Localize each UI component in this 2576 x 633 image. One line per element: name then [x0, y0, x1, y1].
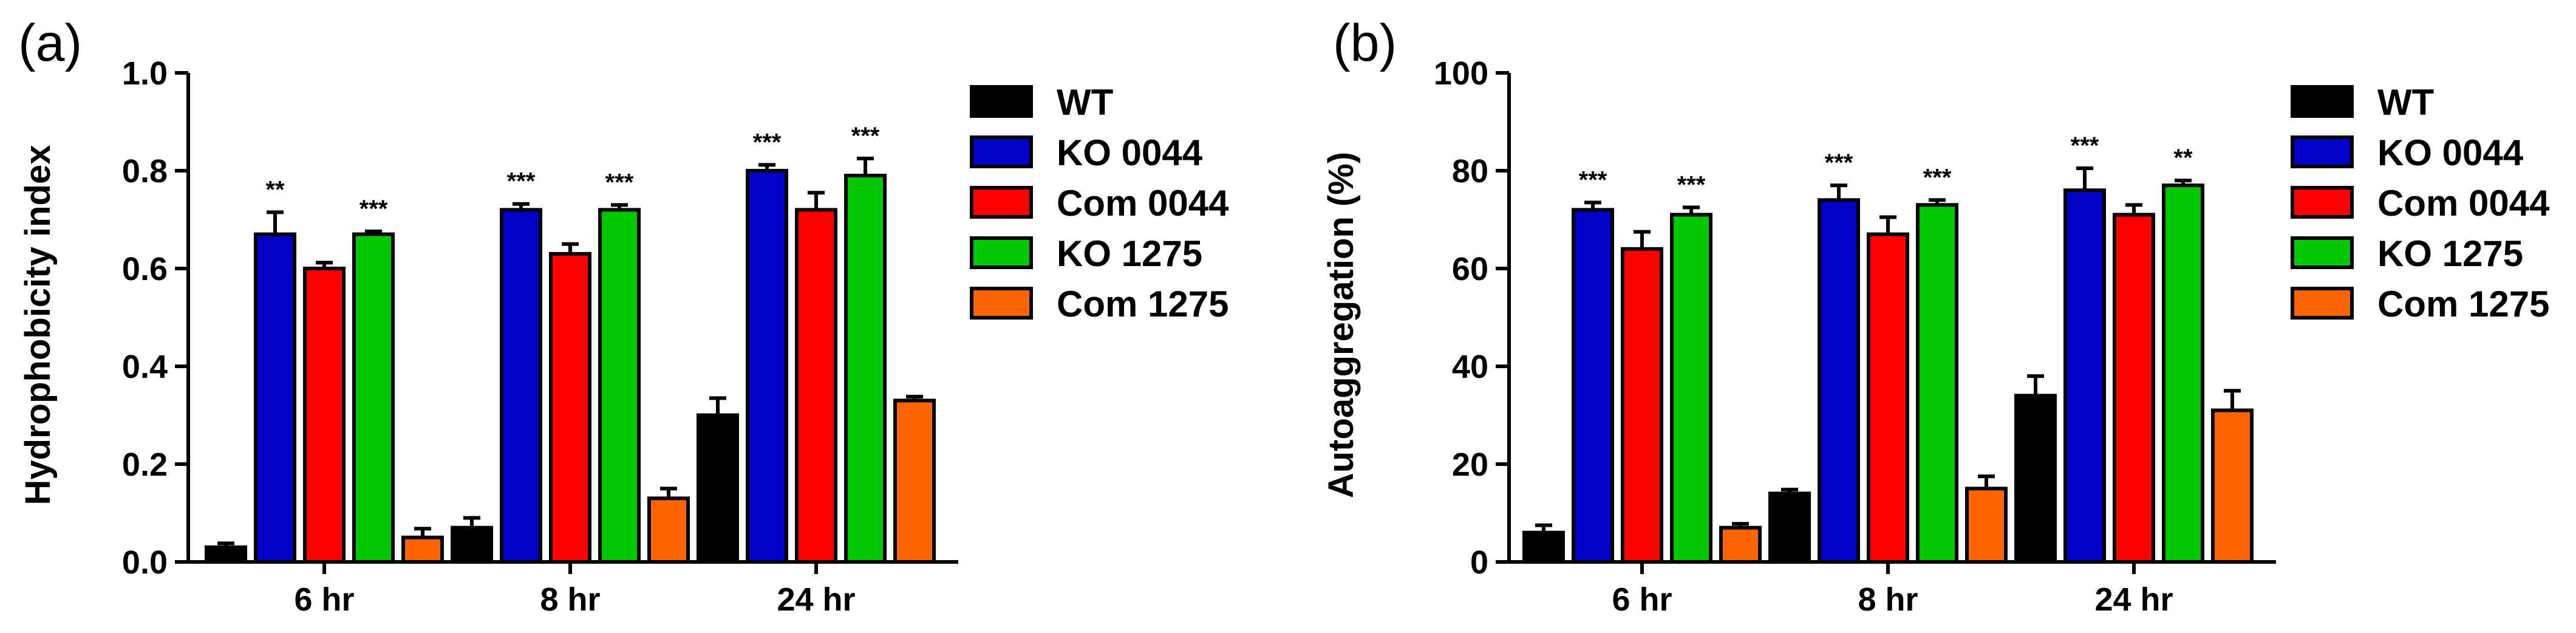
bar-com-1275-24-hr	[2211, 408, 2254, 564]
legend-label-com-1275: Com 1275	[2377, 284, 2549, 324]
bar-wt-24-hr	[2014, 394, 2057, 564]
bar-com-0044-24-hr	[2113, 213, 2155, 564]
legend-swatch-com-0044	[2291, 186, 2354, 219]
y-tick-label: 80	[1452, 153, 1488, 190]
bar-ko-1275-8-hr	[1916, 203, 1958, 564]
legend-swatch-com-1275	[2291, 287, 2354, 320]
x-tick-label: 24 hr	[777, 581, 855, 618]
bar-ko-0044-6-hr	[254, 232, 296, 564]
bar-ko-1275-6-hr	[1670, 213, 1712, 564]
bar-wt-8-hr	[451, 525, 493, 564]
bar-com-1275-24-hr	[893, 399, 936, 564]
significance-label: ***	[605, 169, 634, 196]
panel-a-y-axis-label: Hydrophobicity index	[18, 145, 58, 505]
bar-com-1275-8-hr	[1965, 487, 2008, 564]
bar-ko-0044-24-hr	[2063, 188, 2106, 564]
y-tick-label: 60	[1452, 251, 1488, 287]
bar-wt-8-hr	[1768, 491, 1811, 564]
bar-com-1275-8-hr	[647, 496, 690, 564]
legend-label-wt: WT	[1057, 82, 1113, 123]
panel-b-y-axis-label: Autoaggregation (%)	[1321, 152, 1361, 498]
legend-label-wt: WT	[2377, 82, 2434, 123]
y-tick-label: 0.6	[122, 251, 168, 287]
bar-com-0044-8-hr	[1867, 232, 1909, 564]
bar-ko-1275-8-hr	[598, 208, 641, 564]
legend-label-ko-1275: KO 1275	[2377, 233, 2523, 274]
legend-swatch-ko-0044	[970, 135, 1033, 168]
legend-label-com-0044: Com 0044	[2377, 183, 2550, 224]
bar-ko-1275-24-hr	[844, 174, 887, 564]
bar-ko-1275-6-hr	[352, 232, 395, 564]
y-tick-label: 40	[1452, 349, 1488, 385]
legend-swatch-ko-1275	[2291, 236, 2354, 269]
bar-com-1275-6-hr	[1719, 525, 1762, 564]
legend-swatch-wt	[970, 85, 1033, 118]
bar-wt-6-hr	[1522, 530, 1565, 564]
significance-label: ***	[1677, 171, 1706, 198]
bar-com-0044-6-hr	[303, 267, 346, 564]
significance-label: ***	[753, 129, 782, 156]
x-tick-label: 8 hr	[1858, 581, 1918, 618]
bar-wt-24-hr	[697, 413, 739, 564]
x-tick-label: 6 hr	[1612, 581, 1672, 618]
chart-panel-a: (a) Hydrophobicity index 0.0 0.2 0.4 0.6 0.8…	[18, 14, 1229, 618]
bar-ko-0044-8-hr	[500, 208, 542, 564]
significance-label: ***	[507, 168, 536, 195]
significance-label: ***	[851, 123, 880, 149]
x-tick-label: 24 hr	[2094, 581, 2173, 618]
y-tick-label: 0.8	[122, 153, 168, 190]
y-tick-label: 0.2	[122, 447, 168, 483]
legend-swatch-wt	[2291, 85, 2354, 118]
bar-com-0044-6-hr	[1621, 247, 1663, 564]
legend-swatch-ko-1275	[970, 236, 1033, 269]
y-tick-label: 1.0	[122, 55, 168, 92]
significance-label: ***	[1825, 149, 1853, 176]
bar-com-0044-8-hr	[549, 251, 591, 564]
bar-com-0044-24-hr	[795, 208, 837, 564]
significance-label: ***	[2071, 132, 2099, 159]
bar-ko-0044-24-hr	[746, 169, 788, 564]
legend-label-com-1275: Com 1275	[1057, 284, 1228, 324]
significance-label: ***	[1923, 164, 1952, 191]
bar-ko-0044-6-hr	[1572, 208, 1614, 564]
significance-label: **	[265, 176, 285, 203]
y-tick-label: 100	[1434, 55, 1488, 92]
legend-label-com-0044: Com 0044	[1057, 183, 1229, 224]
y-tick-label: 0	[1470, 544, 1488, 581]
legend-swatch-ko-0044	[2291, 135, 2354, 168]
legend-label-ko-1275: KO 1275	[1057, 233, 1202, 274]
legend-label-ko-0044: KO 0044	[1057, 132, 1203, 173]
significance-label: ***	[359, 196, 388, 222]
bar-ko-0044-8-hr	[1818, 198, 1860, 564]
legend-swatch-com-1275	[970, 287, 1033, 320]
significance-label: **	[2173, 145, 2193, 171]
y-tick-label: 0.0	[122, 544, 168, 581]
bar-wt-6-hr	[205, 545, 247, 564]
x-tick-label: 8 hr	[540, 581, 600, 618]
x-tick-label: 6 hr	[294, 581, 354, 618]
significance-label: ***	[1579, 166, 1607, 193]
legend-swatch-com-0044	[970, 186, 1033, 219]
bar-com-1275-6-hr	[401, 535, 444, 564]
y-tick-label: 0.4	[122, 349, 168, 385]
legend-label-ko-0044: KO 0044	[2377, 132, 2524, 173]
bar-ko-1275-24-hr	[2162, 183, 2204, 564]
y-tick-label: 20	[1452, 447, 1488, 483]
panel-a-label: (a)	[18, 14, 82, 72]
panel-b-label: (b)	[1333, 14, 1397, 72]
chart-panel-b: (b) Autoaggregation (%) 0 20 40 60 80 100 6 hr…	[1321, 14, 2550, 618]
